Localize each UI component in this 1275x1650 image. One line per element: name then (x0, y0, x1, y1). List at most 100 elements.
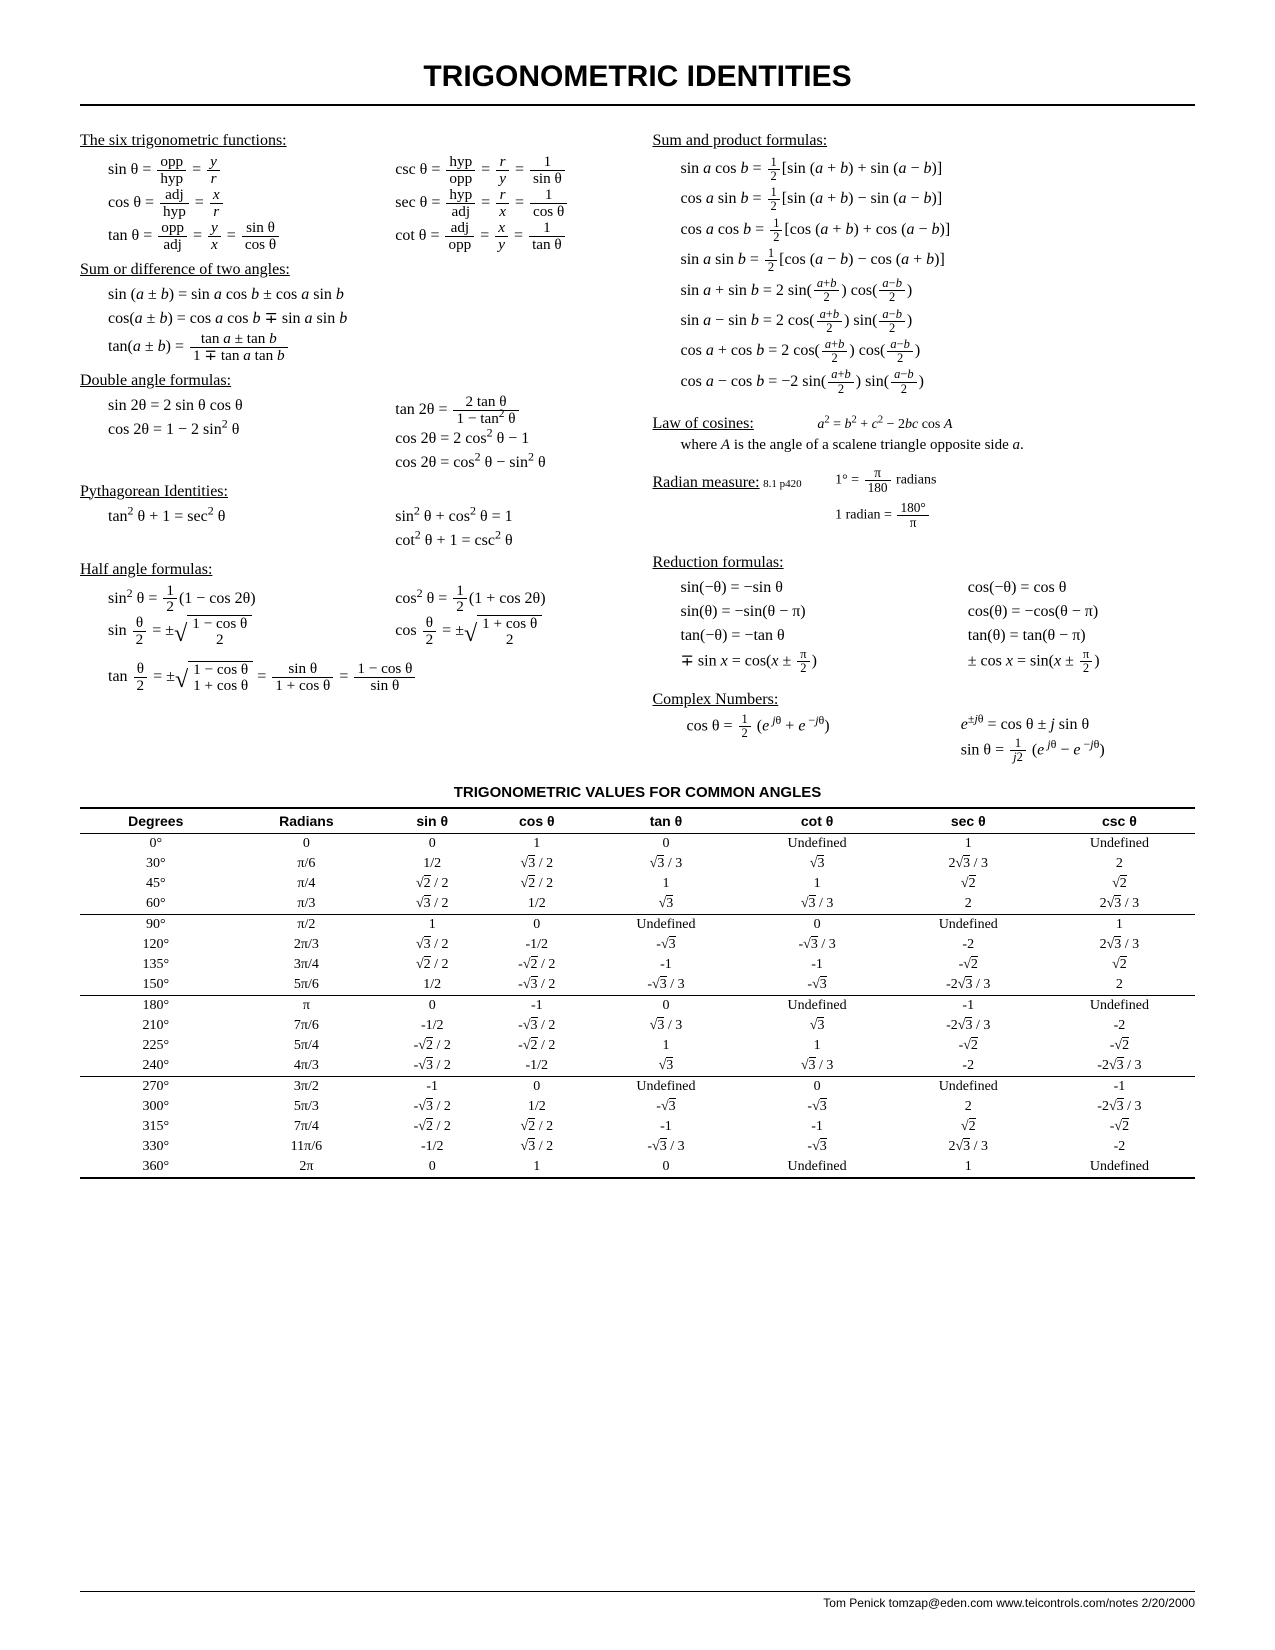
table-cell: √3 / 2 (483, 1137, 590, 1157)
formula: sin θ = 1j2 (e jθ − e −jθ) (961, 737, 1195, 764)
formula: cos θ = adjhyp = xr (108, 187, 335, 220)
section-double-angle: Double angle formulas: (80, 372, 231, 390)
table-row: 210°7π/6-1/2-√3 / 2√3 / 3√3-2√3 / 3-2 (80, 1016, 1195, 1036)
table-cell: -√3 / 2 (483, 1016, 590, 1036)
table-cell: √2 (893, 1117, 1044, 1137)
table-cell: 2 (893, 894, 1044, 915)
half-angle-block: sin2 θ = 12(1 − cos 2θ)sin θ2 = ±√1 − co… (108, 583, 623, 698)
formula: sec θ = hypadj = rx = 1cos θ (395, 187, 622, 220)
table-row: 330°11π/6-1/2√3 / 2-√3 / 3-√32√3 / 3-2 (80, 1137, 1195, 1157)
table-cell: 0 (232, 834, 382, 855)
table-col-header: sin θ (381, 808, 483, 834)
table-row: 240°4π/3-√3 / 2-1/2√3√3 / 3-2-2√3 / 3 (80, 1056, 1195, 1077)
table-cell: Undefined (742, 996, 893, 1017)
table-cell: 0 (590, 996, 741, 1017)
table-cell: π/4 (232, 874, 382, 894)
table-cell: √3 (590, 894, 741, 915)
table-row: 0°0010Undefined1Undefined (80, 834, 1195, 855)
formula: sin (a ± b) = sin a cos b ± cos a sin b (108, 283, 623, 307)
table-cell: 0° (80, 834, 232, 855)
formula: sin 2θ = 2 sin θ cos θ (108, 394, 335, 418)
table-cell: √3 / 3 (742, 1056, 893, 1077)
table-cell: 2 (1044, 975, 1195, 996)
table-cell: 1 (483, 834, 590, 855)
pythagorean-block: tan2 θ + 1 = sec2 θsin2 θ + cos2 θ = 1co… (108, 505, 623, 553)
formula: tan(a ± b) = tan a ± tan b1 ∓ tan a tan … (108, 331, 623, 364)
table-cell: -2√3 / 3 (893, 975, 1044, 996)
table-cell: -1 (742, 955, 893, 975)
formula: cot2 θ + 1 = csc2 θ (395, 529, 622, 553)
table-cell: Undefined (1044, 1157, 1195, 1178)
table-cell: -√2 (893, 955, 1044, 975)
table-cell: -√2 / 2 (483, 955, 590, 975)
table-cell: √2 (1044, 874, 1195, 894)
table-cell: √3 (590, 1056, 741, 1077)
formula: sin a cos b = 12[sin (a + b) + sin (a − … (681, 154, 1196, 184)
table-cell: Undefined (590, 915, 741, 936)
table-cell: -1 (590, 1117, 741, 1137)
table-cell: √3 / 2 (483, 854, 590, 874)
formula: sin a + sin b = 2 sin(a+b2) cos(a−b2) (681, 276, 1196, 306)
table-cell: 225° (80, 1036, 232, 1056)
formula: cos θ = 12 (e jθ + e −jθ) (687, 713, 921, 740)
table-cell: -1/2 (381, 1016, 483, 1036)
formula: tan(θ) = tan(θ − π) (968, 624, 1195, 648)
formula: csc θ = hypopp = ry = 1sin θ (395, 154, 622, 187)
table-cell: √2 / 2 (483, 874, 590, 894)
formula: sin θ = opphyp = yr (108, 154, 335, 187)
table-row: 90°π/210Undefined0Undefined1 (80, 915, 1195, 936)
table-col-header: cot θ (742, 808, 893, 834)
table-cell: -2√3 / 3 (1044, 1056, 1195, 1077)
table-cell: 150° (80, 975, 232, 996)
table-cell: π/6 (232, 854, 382, 874)
formula: 1° = π180 radians (835, 466, 936, 495)
formula: sin2 θ + cos2 θ = 1 (395, 505, 622, 529)
complex-block: cos θ = 12 (e jθ + e −jθ)e±jθ = cos θ ± … (687, 713, 1196, 764)
section-law-cosines: Law of cosines: (653, 415, 754, 433)
section-radian: Radian measure: (653, 474, 760, 492)
table-cell: Undefined (590, 1077, 741, 1098)
page-title: TRIGONOMETRIC IDENTITIES (80, 60, 1195, 94)
left-column: The six trigonometric functions: sin θ =… (80, 124, 623, 764)
table-cell: √3 / 2 (381, 935, 483, 955)
table-cell: √2 / 2 (381, 874, 483, 894)
table-cell: -2 (893, 1056, 1044, 1077)
table-cell: 240° (80, 1056, 232, 1077)
formula: 1 radian = 180°π (835, 501, 936, 530)
table-cell: 180° (80, 996, 232, 1017)
table-cell: -1 (590, 955, 741, 975)
table-row: 360°2π010Undefined1Undefined (80, 1157, 1195, 1178)
table-cell: √2 (1044, 955, 1195, 975)
table-cell: π/3 (232, 894, 382, 915)
table-cell: π/2 (232, 915, 382, 936)
table-cell: 5π/3 (232, 1097, 382, 1117)
table-cell: √3 / 2 (381, 894, 483, 915)
table-cell: -√3 (590, 935, 741, 955)
table-cell: -√3 (742, 975, 893, 996)
table-cell: -1/2 (483, 935, 590, 955)
table-cell: -√3 / 2 (483, 975, 590, 996)
table-cell: 1 (590, 1036, 741, 1056)
table-cell: 1 (742, 1036, 893, 1056)
table-cell: 3π/2 (232, 1077, 382, 1098)
table-row: 135°3π/4√2 / 2-√2 / 2-1-1-√2√2 (80, 955, 1195, 975)
table-caption: TRIGONOMETRIC VALUES FOR COMMON ANGLES (80, 784, 1195, 801)
formula: sin(−θ) = −sin θ (681, 576, 908, 600)
table-cell: 0 (590, 1157, 741, 1178)
table-cell: -√3 / 2 (381, 1056, 483, 1077)
table-cell: π (232, 996, 382, 1017)
formula: sin a − sin b = 2 cos(a+b2) sin(a−b2) (681, 306, 1196, 336)
table-row: 150°5π/61/2-√3 / 2-√3 / 3-√3-2√3 / 32 (80, 975, 1195, 996)
table-col-header: Degrees (80, 808, 232, 834)
table-body: 0°0010Undefined1Undefined30°π/61/2√3 / 2… (80, 834, 1195, 1179)
table-cell: 120° (80, 935, 232, 955)
table-cell: 1/2 (483, 1097, 590, 1117)
table-cell: √3 / 3 (742, 894, 893, 915)
reduction-block: sin(−θ) = −sin θsin(θ) = −sin(θ − π)tan(… (681, 576, 1196, 675)
table-cell: Undefined (742, 834, 893, 855)
table-cell: √3 / 3 (590, 854, 741, 874)
formula: cot θ = adjopp = xy = 1tan θ (395, 220, 622, 253)
table-cell: 300° (80, 1097, 232, 1117)
table-cell: -2√3 / 3 (1044, 1097, 1195, 1117)
table-cell: 1 (590, 874, 741, 894)
